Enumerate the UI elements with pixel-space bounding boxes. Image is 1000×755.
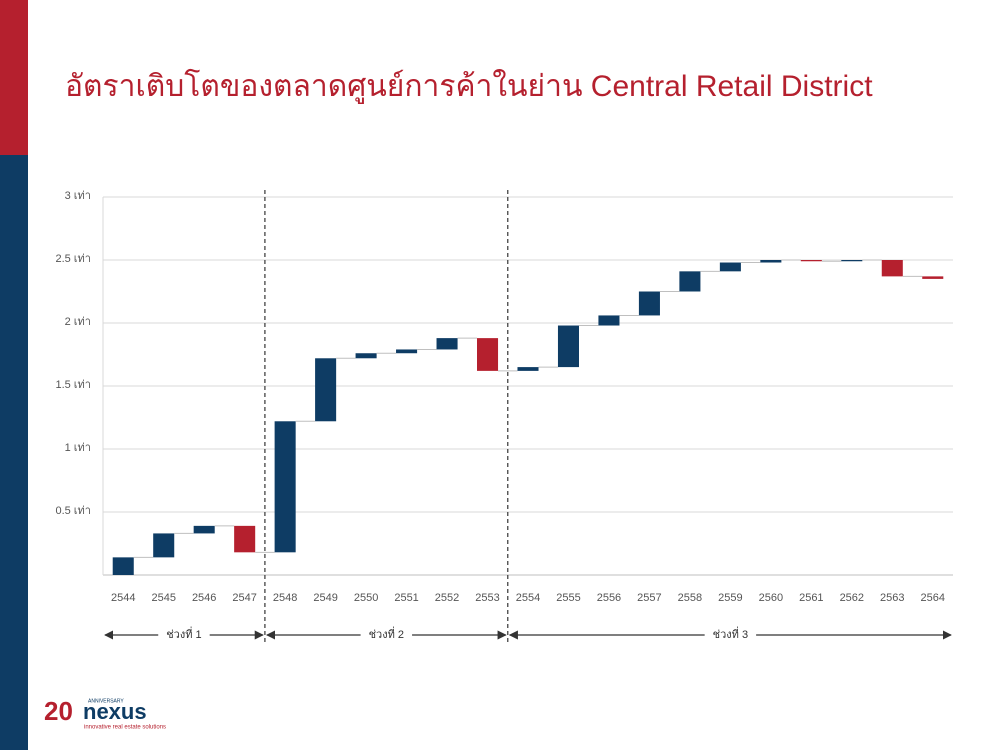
y-tick-label: 2.5 เท่า <box>55 253 91 265</box>
period-label: ช่วงที่ 2 <box>369 626 404 641</box>
x-tick-label: 2559 <box>718 592 742 604</box>
bar <box>234 525 256 553</box>
bar <box>153 533 175 558</box>
x-tick-label: 2563 <box>880 592 904 604</box>
bar <box>436 338 458 350</box>
x-tick-label: 2548 <box>273 592 297 604</box>
side-bar-red <box>0 0 28 155</box>
side-bar-blue <box>0 155 28 750</box>
period-label: ช่วงที่ 3 <box>713 626 748 641</box>
x-tick-label: 2545 <box>151 592 175 604</box>
bar <box>517 367 539 371</box>
bar <box>274 421 296 553</box>
bar <box>800 260 822 262</box>
x-tick-label: 2547 <box>232 592 256 604</box>
x-tick-label: 2555 <box>556 592 580 604</box>
logo-badge: ANNIVERSARY <box>88 698 124 704</box>
x-tick-label: 2560 <box>759 592 783 604</box>
bar <box>477 338 499 371</box>
bar <box>719 262 741 272</box>
bar <box>760 260 782 263</box>
y-tick-label: 2 เท่า <box>65 316 91 328</box>
bar <box>193 525 215 534</box>
y-tick-label: 0.5 เท่า <box>55 505 91 517</box>
x-tick-label: 2553 <box>475 592 499 604</box>
bar <box>396 349 418 354</box>
bar <box>841 260 863 262</box>
logo-tagline: innovative real estate solutions <box>84 725 166 731</box>
logo-name: nexus <box>83 699 147 724</box>
bar <box>679 271 701 292</box>
x-tick-label: 2564 <box>921 592 945 604</box>
bar <box>922 276 944 279</box>
bar <box>598 315 620 326</box>
bar <box>557 325 579 368</box>
y-tick-label: 1 เท่า <box>65 442 91 454</box>
x-tick-label: 2556 <box>597 592 621 604</box>
x-tick-label: 2554 <box>516 592 540 604</box>
x-tick-label: 2558 <box>678 592 702 604</box>
x-tick-label: 2562 <box>840 592 864 604</box>
bar <box>638 291 660 316</box>
x-tick-label: 2549 <box>313 592 337 604</box>
x-tick-label: 2551 <box>394 592 418 604</box>
bar <box>881 260 903 277</box>
y-tick-label: 3 เท่า <box>65 190 91 202</box>
y-tick-label: 1.5 เท่า <box>55 379 91 391</box>
x-tick-label: 2552 <box>435 592 459 604</box>
x-tick-label: 2546 <box>192 592 216 604</box>
bar <box>355 353 377 359</box>
period-label: ช่วงที่ 1 <box>166 626 201 641</box>
bar <box>112 557 134 575</box>
x-tick-label: 2561 <box>799 592 823 604</box>
logo: 20 ANNIVERSARY nexus innovative real est… <box>44 696 166 731</box>
x-tick-label: 2557 <box>637 592 661 604</box>
bar <box>315 358 337 422</box>
x-tick-label: 2550 <box>354 592 378 604</box>
x-tick-label: 2544 <box>111 592 135 604</box>
chart-title: อัตราเติบโตของตลาดศูนย์การค้าในย่าน Cent… <box>65 68 873 104</box>
logo-number: 20 <box>44 696 73 726</box>
